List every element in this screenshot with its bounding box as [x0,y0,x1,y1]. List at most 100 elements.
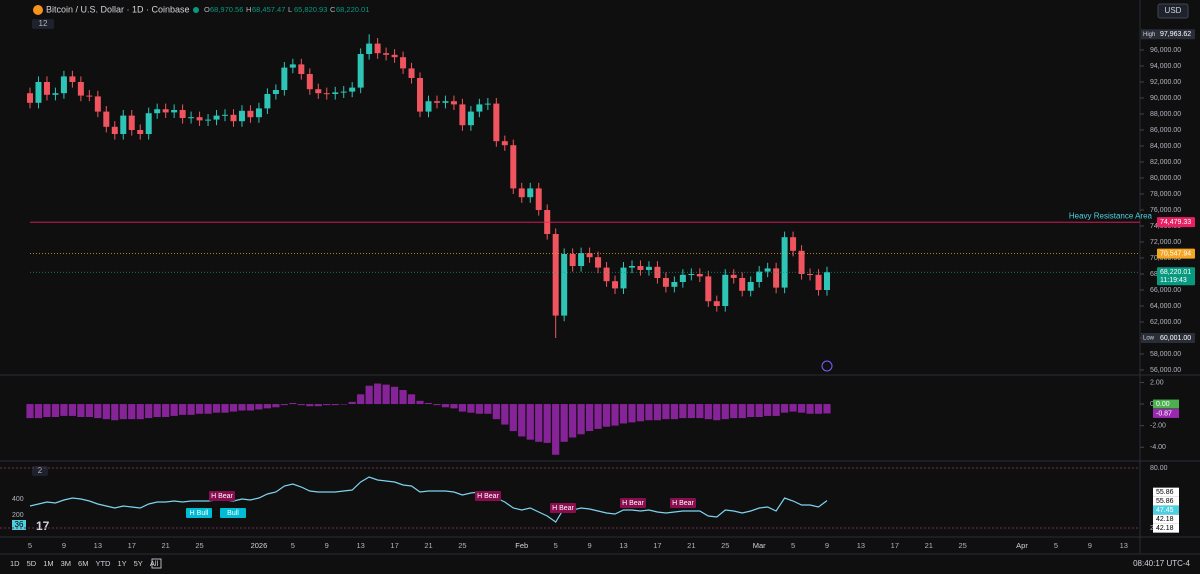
x-tick-label: 2026 [251,541,268,550]
y-tick-label: 82,000.00 [1150,159,1181,166]
candle-body [578,253,585,266]
candle-body [60,76,67,94]
x-tick-label: 9 [588,541,592,550]
annotation: H Bear [622,500,644,507]
value-tag-label: 0.00 [1156,401,1170,408]
candle-body [238,110,245,122]
y-tick-label: 94,000.00 [1150,63,1181,70]
histogram-bar [764,404,772,416]
y-tick-label: -2.00 [1150,422,1166,429]
range-button[interactable]: YTD [95,559,111,568]
price-tag-prefix-box [1141,29,1157,40]
candle-body [603,267,610,282]
histogram-bar [628,404,636,423]
histogram-bar [306,404,314,407]
histogram-bar [806,404,814,414]
candle-body [383,53,390,55]
currency[interactable]: USD [1165,6,1182,15]
price-tag-label: 74,479.33 [1160,219,1191,226]
candle-body [493,103,500,142]
candle-body [213,115,220,120]
annotation-box [186,508,212,518]
symbol-icon [33,5,43,15]
histogram-bar [187,404,195,415]
candle-body [272,90,279,94]
price-tag-prefix-box [1141,332,1157,343]
y-tick-label: 86,000.00 [1150,127,1181,134]
histogram-bar [475,404,483,414]
candle-body [425,101,432,112]
candle-body [561,254,568,316]
histogram-bar [331,404,339,406]
histogram-bar [535,404,543,442]
histogram-bar [399,390,407,405]
replay-icon[interactable] [821,360,833,372]
histogram-bar [518,404,526,437]
y-tick-label: 84,000.00 [1150,143,1181,150]
histogram-bar [102,404,110,420]
range-button[interactable]: 5D [27,559,37,568]
x-tick-label: 5 [1054,541,1058,550]
candle-body [230,114,237,122]
y-tick-label: 62,000.00 [1150,319,1181,326]
histogram-bar [51,404,60,417]
histogram-bar [679,404,687,419]
candle-body [781,237,788,288]
candle-body [645,266,652,270]
candle-body [527,188,534,198]
candle-body [281,67,288,90]
x-tick-label: 5 [28,541,32,550]
range-button[interactable]: 6M [78,559,88,568]
y2-tick-label: 200 [12,512,24,519]
y-tick-label: 80,000.00 [1150,175,1181,182]
histogram-bar [560,404,568,442]
candle-body [349,87,356,92]
price-tag [1157,267,1195,286]
ohlc-key: L [288,5,292,14]
candle-body [476,104,483,112]
candle-body [595,257,602,268]
x-tick-label: 13 [94,541,102,550]
candle-body [824,272,830,290]
candle-body [188,117,195,119]
candle-body [179,110,186,118]
y-tick-label: 64,000.00 [1150,303,1181,310]
value-tag-label: 42.18 [1156,525,1174,532]
annotation-box [670,498,696,508]
indicator-count: 2 [38,466,43,475]
histogram-bar [246,404,255,411]
range-button[interactable]: 5Y [134,559,143,568]
histogram-bar [467,404,475,413]
x-tick-label: 9 [325,541,329,550]
histogram-bar [492,404,500,420]
histogram-bar [111,404,119,421]
range-button[interactable]: 1M [43,559,53,568]
y-tick-label: 56,000.00 [1150,367,1181,374]
histogram-bar [433,404,441,406]
histogram-bar [730,404,738,419]
candle-body [145,113,152,134]
range-button[interactable]: 1D [10,559,20,568]
candle-body [790,237,797,251]
candle-body [637,266,644,270]
currency-button[interactable] [1157,3,1189,19]
x-tick-label: 9 [1088,541,1092,550]
histogram-bar [509,404,517,432]
candle-body [807,274,814,275]
price-tag-prefix: Low [1143,336,1155,342]
candle-body [569,254,576,266]
range-button[interactable]: All [150,559,159,568]
ohlc-value: 68,457.47 [252,5,285,14]
candle-body [679,274,686,282]
range-button[interactable]: 3M [61,559,71,568]
histogram-bar [594,404,602,429]
date-range-icon[interactable] [151,558,162,569]
candle-body [77,82,84,96]
histogram-bar [255,404,263,410]
annotation-box [550,503,576,513]
annotation: H Bear [552,505,574,512]
range-button[interactable]: 1Y [117,559,126,568]
